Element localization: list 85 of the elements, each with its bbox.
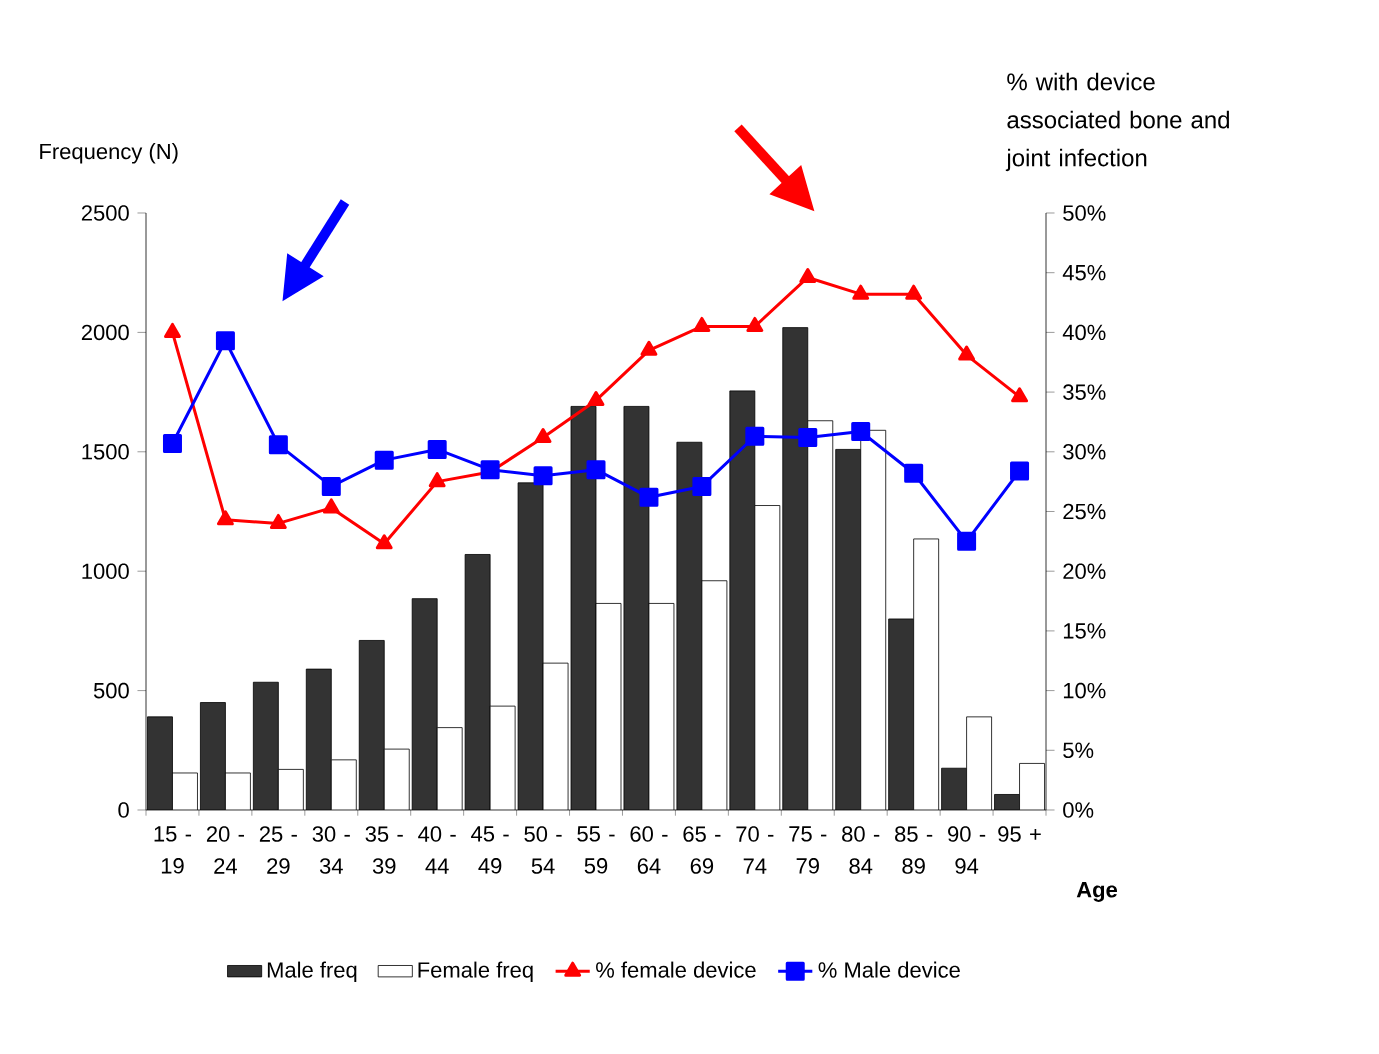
bar bbox=[518, 482, 544, 810]
point bbox=[1010, 461, 1030, 481]
point bbox=[799, 267, 817, 283]
y-axis-title: Frequency (N) bbox=[40, 143, 178, 164]
bar bbox=[941, 768, 967, 810]
x-tick-label: 30 - 34 bbox=[312, 826, 350, 874]
point bbox=[639, 487, 659, 507]
point bbox=[851, 422, 871, 441]
bar bbox=[835, 449, 861, 810]
point bbox=[162, 433, 182, 453]
point bbox=[692, 476, 712, 496]
bar bbox=[253, 682, 279, 810]
y-tick-label: 2000 bbox=[81, 324, 129, 341]
y2-tick-label: 45% bbox=[1062, 264, 1106, 281]
point bbox=[427, 439, 447, 459]
y2-axis-title: % with device associated bone and joint infection bbox=[1005, 72, 1229, 172]
y2-tick-label: 30% bbox=[1063, 444, 1106, 460]
point bbox=[268, 435, 288, 455]
y-tick-label: 1500 bbox=[82, 444, 129, 460]
x-tick-label: 90 - 94 bbox=[948, 826, 986, 874]
x-tick-label: 80 - 84 bbox=[842, 826, 880, 874]
x-tick-label: 95 + bbox=[998, 826, 1041, 842]
legend-label: Female freq bbox=[418, 961, 533, 983]
point bbox=[428, 472, 446, 488]
point bbox=[640, 340, 658, 356]
point bbox=[852, 284, 870, 300]
y2-tick-label: 10% bbox=[1063, 682, 1106, 699]
x-tick-label: 65 - 69 bbox=[683, 826, 721, 874]
point bbox=[534, 427, 552, 443]
point bbox=[164, 322, 181, 338]
y2-tick-label: 40% bbox=[1062, 324, 1106, 341]
bar bbox=[465, 554, 491, 810]
point bbox=[957, 531, 977, 551]
bar bbox=[200, 702, 226, 810]
point bbox=[958, 345, 976, 361]
point bbox=[587, 390, 605, 406]
y2-tick-label: 5% bbox=[1063, 742, 1094, 759]
point bbox=[533, 466, 553, 486]
y-tick-label: 2500 bbox=[81, 205, 129, 221]
y2-tick-label: 35% bbox=[1063, 384, 1106, 400]
y2-tick-label: 0% bbox=[1063, 802, 1094, 818]
bar bbox=[782, 327, 808, 810]
point bbox=[321, 476, 341, 496]
x-tick-label: 25 - 29 bbox=[259, 826, 297, 874]
y-tick-label: 500 bbox=[93, 682, 129, 699]
point bbox=[745, 426, 765, 446]
legend-label: % Male device bbox=[818, 961, 960, 978]
x-tick-label: 60 - 64 bbox=[630, 826, 668, 874]
bar bbox=[623, 406, 649, 810]
x-tick-label: 20 - 24 bbox=[206, 826, 244, 874]
bar bbox=[306, 669, 332, 810]
y-tick-label: 1000 bbox=[82, 563, 129, 579]
y-tick-label: 0 bbox=[118, 802, 129, 818]
point bbox=[322, 498, 340, 514]
x-tick-label: 75 - 79 bbox=[789, 826, 827, 874]
bar bbox=[359, 640, 385, 810]
bar bbox=[729, 390, 755, 810]
x-tick-label: 15 - 19 bbox=[154, 826, 192, 874]
x-tick-label: 70 - 74 bbox=[736, 826, 774, 874]
point bbox=[216, 510, 234, 526]
y2-tick-label: 50% bbox=[1063, 205, 1106, 221]
legend-label: % female device bbox=[596, 961, 756, 978]
bar bbox=[147, 716, 173, 810]
point bbox=[586, 460, 606, 480]
x-tick-label: 55 - 59 bbox=[577, 826, 615, 874]
x-axis-title: Age bbox=[1076, 882, 1118, 902]
point bbox=[746, 316, 764, 332]
y2-tick-label: 20% bbox=[1063, 563, 1106, 579]
y2-tick-label: 15% bbox=[1063, 623, 1106, 639]
legend-label: Male freq bbox=[267, 961, 357, 983]
x-tick-label: 50 - 54 bbox=[524, 826, 562, 874]
point bbox=[904, 463, 924, 483]
x-tick-label: 40 - 44 bbox=[418, 826, 456, 874]
x-tick-label: 85 - 89 bbox=[895, 826, 933, 874]
point bbox=[1011, 387, 1028, 403]
x-tick-label: 35 - 39 bbox=[365, 826, 403, 874]
x-tick-label: 45 - 49 bbox=[471, 826, 509, 874]
point bbox=[905, 284, 923, 300]
point bbox=[798, 427, 818, 447]
point bbox=[374, 450, 394, 470]
point bbox=[693, 316, 711, 332]
bar bbox=[888, 618, 914, 810]
bar bbox=[412, 598, 438, 810]
point bbox=[375, 534, 393, 550]
y2-tick-label: 25% bbox=[1063, 503, 1106, 520]
